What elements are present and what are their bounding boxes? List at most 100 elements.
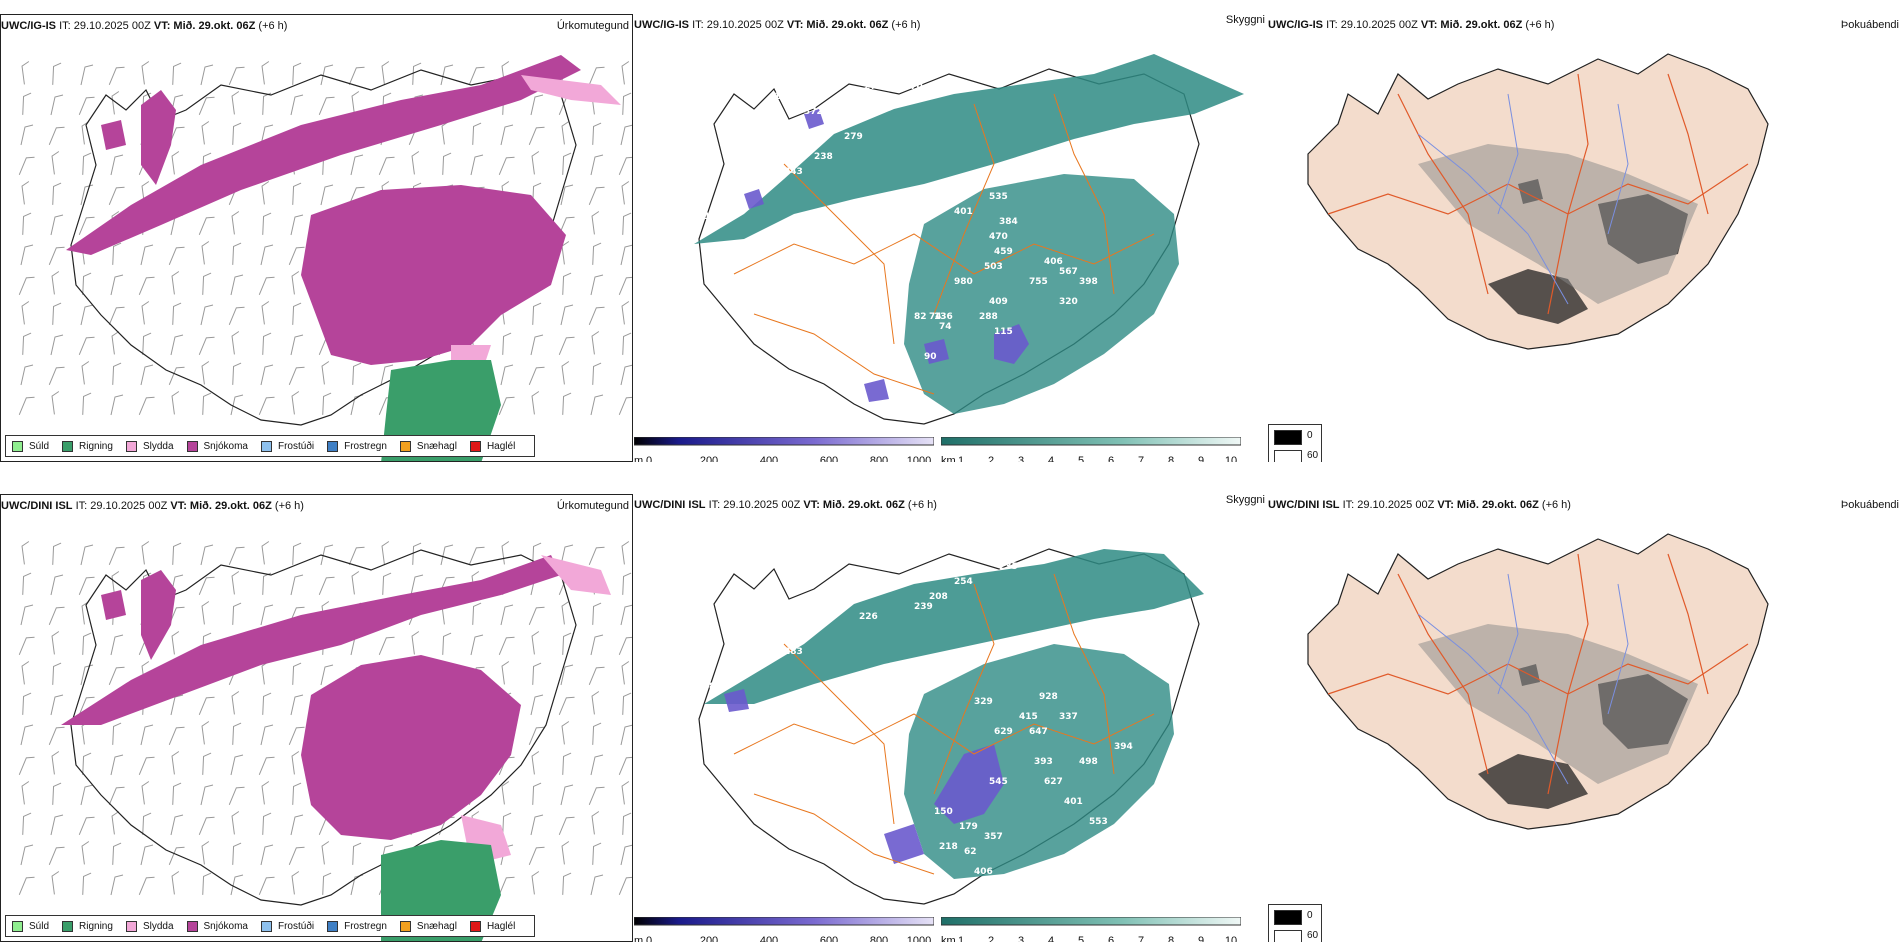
cloud-panel-top: UWC/IG-IS IT: 29.10.2025 00Z VT: Mið. 29… bbox=[634, 14, 1266, 462]
cloud-area-north bbox=[704, 549, 1204, 704]
wind-barb bbox=[261, 301, 270, 325]
wind-barb bbox=[22, 572, 32, 595]
cloud-base-label: 394 bbox=[1114, 742, 1133, 752]
ceiling-unit: m bbox=[634, 455, 644, 462]
wind-barb bbox=[52, 782, 62, 805]
ceiling-unit: m bbox=[634, 935, 644, 942]
wind-barb bbox=[262, 212, 272, 235]
sleet-area-east bbox=[461, 555, 611, 865]
fog-map bbox=[1307, 53, 1769, 350]
cloud-base-label: 966 bbox=[1024, 57, 1043, 67]
precip-legend: Súld Rigning Slydda Snjókoma Frostúði Fr… bbox=[5, 435, 536, 457]
wind-barb bbox=[202, 272, 212, 295]
iceland-coastline bbox=[698, 548, 1200, 905]
wind-barb bbox=[80, 304, 94, 326]
wind-barb bbox=[80, 184, 94, 206]
wind-barb bbox=[590, 634, 604, 656]
init-time: IT: 29.10.2025 00Z bbox=[75, 500, 168, 512]
wind-barb bbox=[410, 574, 424, 596]
wind-barb bbox=[562, 392, 572, 415]
wind-barb bbox=[18, 396, 35, 416]
ceiling-tick: 400 bbox=[759, 935, 779, 942]
wind-barb bbox=[18, 156, 35, 176]
wind-barb bbox=[351, 571, 360, 595]
wind-barb bbox=[172, 542, 182, 565]
wind-barb bbox=[52, 62, 62, 85]
wind-barb bbox=[620, 604, 632, 626]
model-name: UWC/IG-IS bbox=[1, 20, 56, 32]
wind-barb bbox=[621, 661, 630, 685]
wind-barb bbox=[52, 302, 62, 325]
wind-barb bbox=[618, 636, 632, 656]
wind-barb bbox=[50, 814, 64, 836]
cloud-base-label: 401 bbox=[954, 207, 973, 217]
wind-barb bbox=[232, 602, 242, 625]
wind-barb bbox=[21, 781, 30, 805]
wind-barb bbox=[468, 546, 485, 566]
ceiling-tick: 600 bbox=[819, 455, 839, 462]
wind-barb bbox=[558, 816, 575, 836]
wind-barb bbox=[500, 604, 514, 626]
wind-barb bbox=[112, 362, 122, 385]
wind-barb bbox=[560, 664, 574, 686]
wind-barb bbox=[560, 544, 574, 566]
valid-time: Mið. 29.okt. 06Z bbox=[189, 500, 272, 512]
cloud-base-label: 980 bbox=[954, 277, 973, 287]
wind-barb bbox=[170, 334, 184, 356]
wind-barb bbox=[171, 391, 180, 415]
visibility-tick: 6 bbox=[1107, 935, 1115, 942]
wind-barb bbox=[618, 396, 632, 416]
wind-barb bbox=[142, 332, 152, 355]
wind-barb bbox=[561, 601, 570, 625]
forecast-offset: (+6 h) bbox=[274, 500, 304, 512]
cloud-base-label: 279 bbox=[864, 82, 883, 92]
wind-barb bbox=[80, 664, 94, 686]
wind-barb bbox=[81, 841, 90, 865]
wind-barb bbox=[260, 244, 274, 266]
wind-barb bbox=[622, 332, 632, 355]
wind-barb bbox=[501, 541, 510, 565]
cloud-area-south bbox=[904, 644, 1174, 879]
fog-panel-bottom: UWC/DINI ISL IT: 29.10.2025 00Z VT: Mið.… bbox=[1268, 494, 1900, 942]
visibility-tick: 5 bbox=[1077, 935, 1085, 942]
wind-barb bbox=[442, 632, 452, 655]
wind-barb bbox=[232, 242, 242, 265]
wind-barb bbox=[560, 184, 574, 206]
wind-barb bbox=[78, 336, 95, 356]
sleet-area-east bbox=[451, 75, 621, 375]
ceiling-tick: 800 bbox=[869, 935, 889, 942]
wind-barb bbox=[140, 364, 154, 386]
visibility-tick: 7 bbox=[1137, 935, 1145, 942]
wind-barb bbox=[260, 124, 274, 146]
wind-barb bbox=[82, 392, 92, 415]
rivers bbox=[1417, 93, 1629, 305]
wind-barb bbox=[20, 244, 34, 266]
valid-time: Mið. 29.okt. 06Z bbox=[173, 20, 256, 32]
wind-barb bbox=[82, 632, 92, 655]
cloud-base-label: 570 bbox=[904, 82, 923, 92]
wind-barb bbox=[590, 274, 604, 296]
rivers bbox=[1417, 573, 1629, 785]
cloud-base-label: 388 bbox=[824, 77, 843, 87]
cloud-area-east bbox=[904, 174, 1179, 414]
cloud-base-label: 235 bbox=[999, 562, 1018, 572]
visibility-tick: 10 bbox=[1224, 455, 1238, 462]
wind-barb bbox=[112, 842, 122, 865]
wind-barb bbox=[78, 216, 95, 236]
wind-barb bbox=[320, 184, 334, 206]
visibility-colorbar-gradient bbox=[941, 917, 1241, 926]
legend-item-hail: Haglél bbox=[469, 440, 515, 452]
wind-barb bbox=[590, 754, 604, 776]
valid-time-label: VT: bbox=[1420, 19, 1438, 31]
wind-barb bbox=[528, 606, 545, 626]
wind-barb bbox=[51, 751, 60, 775]
wind-barb bbox=[382, 572, 392, 595]
wind-barb bbox=[232, 362, 242, 385]
wind-barb bbox=[232, 122, 242, 145]
cloud-base-label: 459 bbox=[994, 247, 1013, 257]
wind-barb bbox=[200, 64, 214, 86]
cloud-base-label: 406 bbox=[974, 867, 993, 877]
